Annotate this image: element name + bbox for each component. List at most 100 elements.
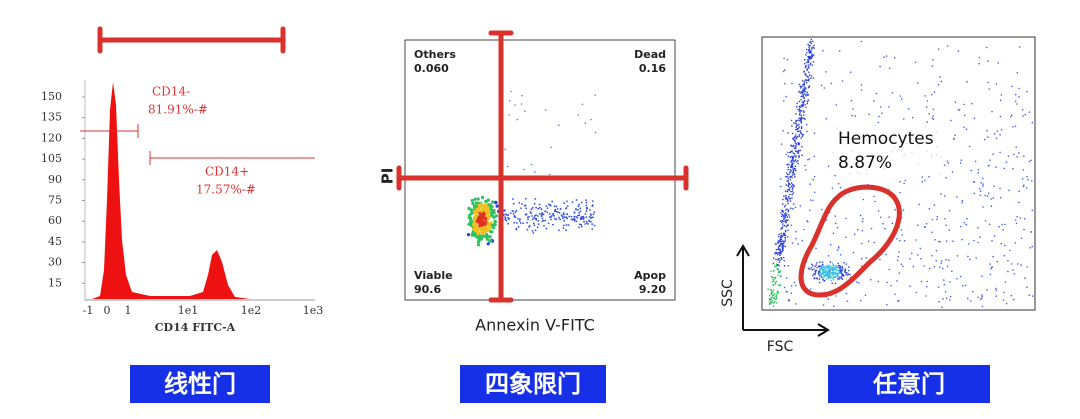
event-dot	[786, 173, 789, 176]
event-dot	[997, 62, 999, 64]
event-dot	[786, 163, 788, 166]
event-dot	[834, 215, 836, 217]
event-dot	[519, 222, 522, 224]
event-dot	[805, 78, 807, 81]
event-dot	[873, 100, 875, 102]
event-dot	[798, 100, 801, 103]
event-dot	[790, 119, 793, 122]
event-dot	[941, 306, 943, 309]
event-dot	[944, 195, 946, 197]
event-dot	[977, 171, 979, 174]
event-dot	[860, 84, 863, 86]
event-dot	[804, 164, 806, 167]
event-dot	[788, 189, 791, 191]
event-dot	[472, 204, 476, 208]
event-dot	[476, 243, 481, 247]
event-dot	[991, 239, 993, 242]
event-dot	[894, 208, 896, 211]
event-dot	[1016, 156, 1018, 158]
event-dot	[795, 134, 797, 136]
event-dot	[844, 269, 847, 271]
event-dot	[811, 53, 814, 56]
event-dot	[806, 102, 809, 105]
event-dot	[867, 240, 870, 242]
event-dot	[519, 218, 521, 221]
event-dot	[832, 271, 835, 274]
event-dot	[490, 211, 494, 215]
event-dot	[568, 215, 571, 218]
event-dot	[798, 156, 800, 158]
event-dot	[877, 280, 880, 283]
event-dot	[813, 191, 816, 194]
event-dot	[784, 213, 786, 215]
event-dot	[484, 200, 488, 204]
event-dot	[948, 259, 950, 261]
event-dot	[1024, 113, 1027, 116]
event-dot	[550, 146, 553, 149]
event-dot	[800, 118, 803, 121]
event-dot	[783, 232, 786, 235]
event-dot	[775, 248, 778, 251]
event-dot	[809, 41, 811, 44]
event-dot	[784, 209, 787, 211]
event-dot	[961, 201, 963, 204]
event-dot	[810, 42, 813, 45]
event-dot	[775, 251, 778, 254]
event-dot	[938, 240, 940, 243]
event-dot	[785, 190, 787, 193]
event-dot	[573, 218, 576, 221]
event-dot	[982, 206, 984, 208]
overlay	[798, 184, 902, 298]
event-dot	[784, 239, 787, 241]
event-dot	[786, 219, 788, 221]
event-dot	[956, 278, 958, 280]
event-dot	[813, 132, 816, 134]
y-tick-label: 45	[48, 235, 62, 248]
event-dot	[862, 218, 864, 220]
event-dot	[832, 269, 834, 272]
event-dot	[903, 182, 905, 185]
event-dot	[813, 277, 816, 280]
event-dot	[784, 245, 786, 248]
event-dot	[544, 109, 547, 111]
event-dot	[956, 196, 958, 198]
event-dot	[986, 129, 988, 132]
event-dot	[536, 226, 539, 229]
event-dot	[785, 225, 788, 228]
event-dot	[793, 139, 796, 142]
event-dot	[807, 49, 810, 51]
event-dot	[810, 77, 812, 79]
event-dot	[991, 110, 993, 113]
event-dot	[790, 165, 792, 167]
event-dot	[808, 71, 810, 73]
event-dot	[553, 217, 556, 220]
event-dot	[534, 171, 536, 173]
event-dot	[793, 152, 796, 155]
event-dot	[825, 274, 828, 276]
event-dot	[795, 156, 797, 158]
event-dot	[590, 214, 592, 217]
event-dot	[811, 64, 814, 66]
event-dot	[783, 57, 785, 60]
event-dot	[936, 218, 938, 221]
event-dot	[787, 155, 790, 158]
caption: 四象限门	[485, 370, 581, 398]
event-dot	[477, 203, 481, 207]
event-dot	[827, 255, 830, 257]
x-axis-title: Annexin V-FITC	[475, 316, 595, 335]
event-dot	[789, 207, 792, 209]
event-dot	[898, 272, 900, 274]
event-dot	[800, 114, 803, 117]
event-dot	[831, 282, 833, 285]
event-dot	[575, 199, 578, 201]
event-dot	[999, 197, 1002, 199]
event-dot	[960, 159, 963, 161]
event-dot	[868, 113, 870, 116]
event-dot	[970, 300, 972, 302]
event-dot	[774, 293, 776, 295]
event-dot	[860, 257, 863, 260]
event-dot	[924, 179, 926, 182]
event-dot	[932, 108, 935, 111]
event-dot	[839, 264, 841, 267]
event-dot	[916, 82, 919, 84]
